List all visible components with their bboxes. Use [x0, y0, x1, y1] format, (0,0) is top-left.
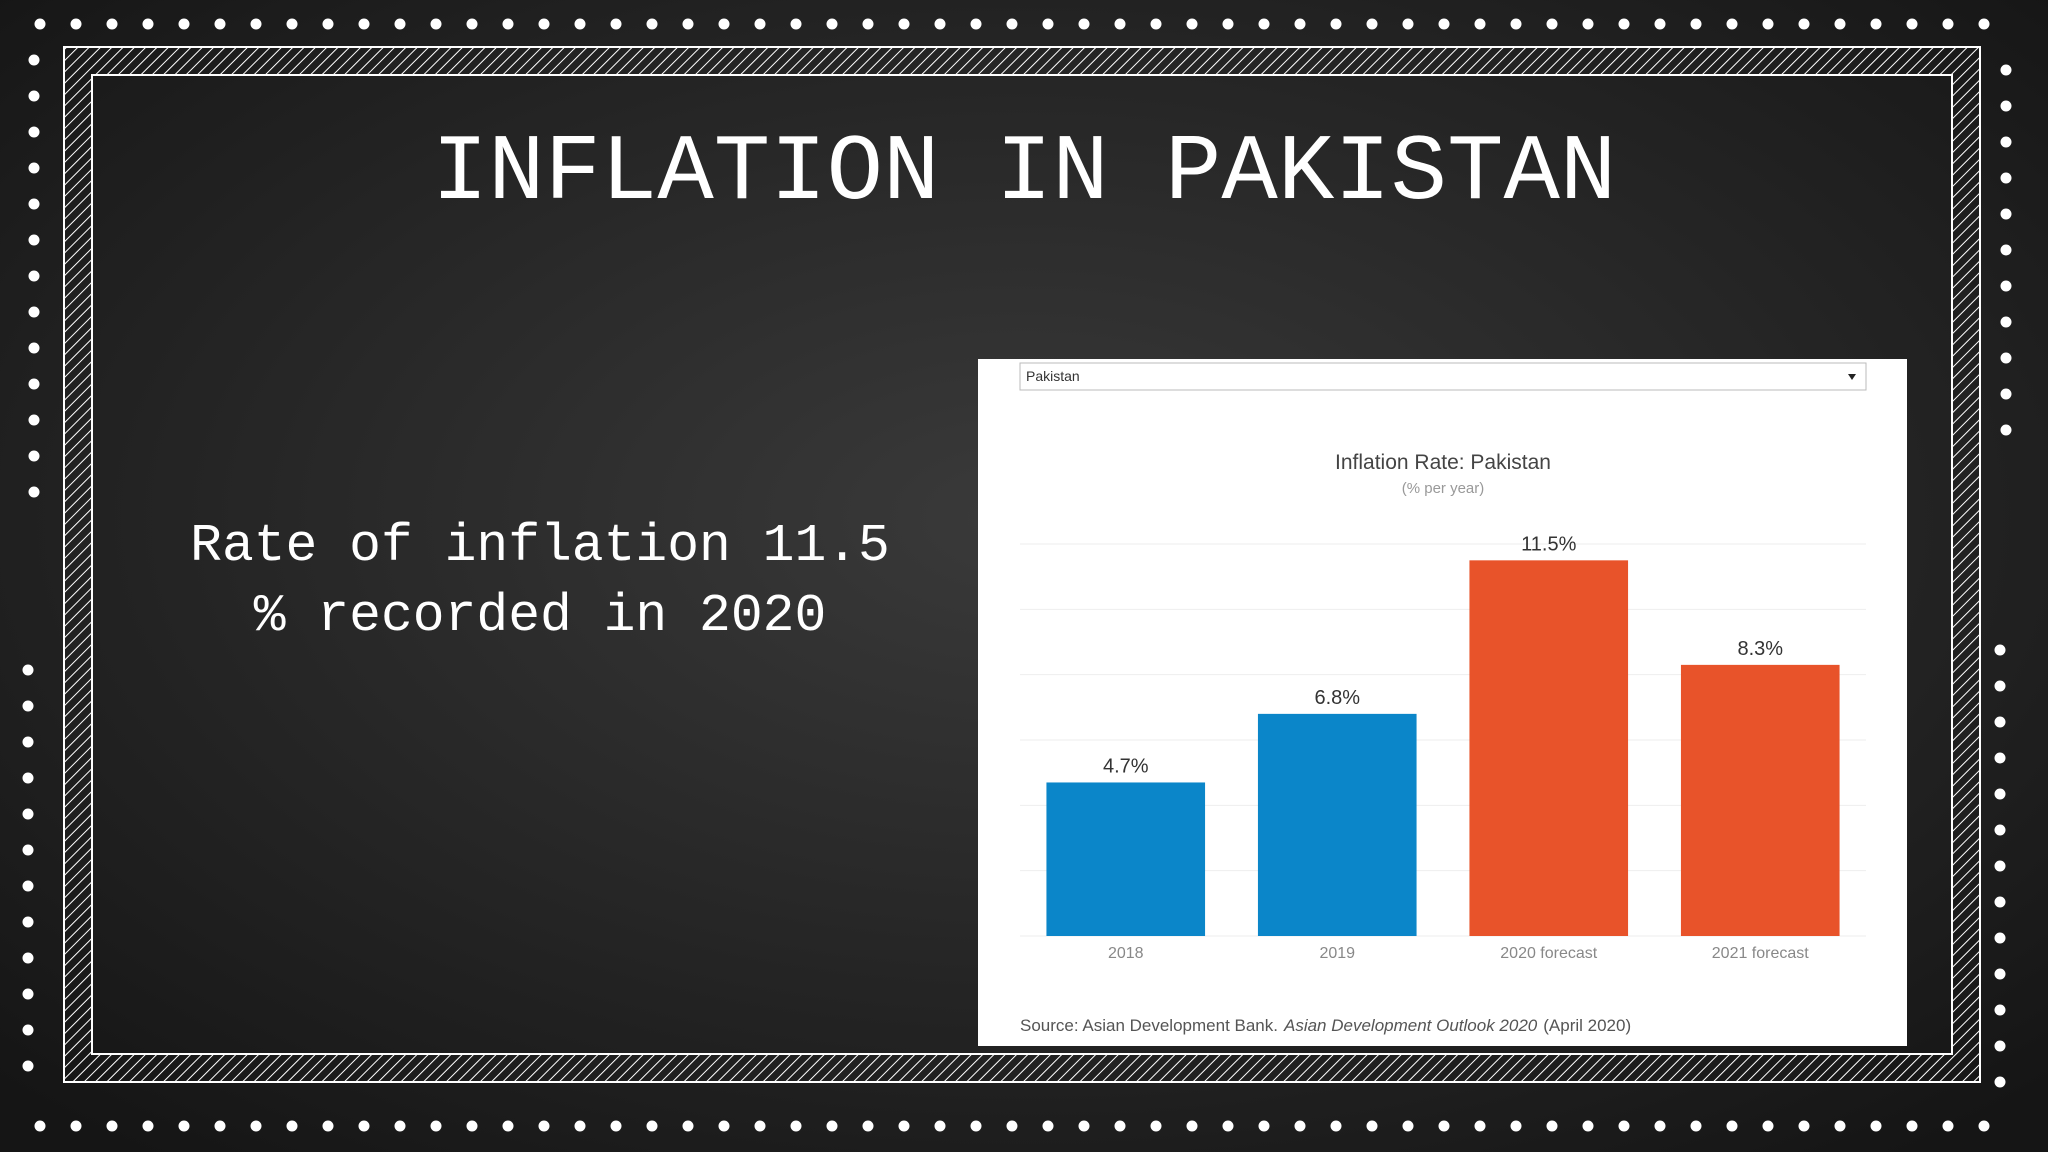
value-label: 6.8% — [1314, 687, 1360, 709]
chart: Pakistan Inflation Rate: Pakistan (% per… — [978, 359, 1907, 1046]
source-title: Asian Development Outlook 2020 — [1283, 1016, 1538, 1035]
source-date: (April 2020) — [1543, 1016, 1631, 1035]
source-text: Source: Asian Development Bank. — [1020, 1016, 1278, 1035]
bar — [1046, 782, 1206, 936]
chart-subtitle: (% per year) — [1402, 480, 1485, 497]
source: Source: Asian Development Bank. Asian Dev… — [1020, 1016, 1631, 1035]
bar — [1257, 713, 1417, 936]
x-tick-label: 2020 forecast — [1500, 945, 1598, 962]
dotted-border — [22, 18, 2016, 1132]
x-tick-label: 2019 — [1319, 945, 1355, 962]
value-label: 8.3% — [1737, 638, 1783, 660]
dropdown-arrow — [1848, 374, 1856, 380]
dropdown[interactable] — [1019, 362, 1867, 391]
chart-title: Inflation Rate: Pakistan — [1335, 451, 1551, 474]
value-label: 4.7% — [1103, 755, 1149, 777]
body-text: % recorded in 2020 — [254, 586, 827, 646]
dropdown-value: Pakistan — [1026, 368, 1080, 384]
hatched-frame — [63, 46, 1981, 1083]
x-tick-label: 2018 — [1108, 945, 1144, 962]
body-text: Rate of inflation 11.5 — [190, 516, 890, 576]
slide-title: INFLATION IN PAKISTAN — [432, 121, 1617, 227]
bar — [1680, 664, 1840, 936]
bar — [1469, 560, 1629, 936]
x-tick-label: 2021 forecast — [1712, 945, 1810, 962]
value-label: 11.5% — [1521, 533, 1576, 555]
